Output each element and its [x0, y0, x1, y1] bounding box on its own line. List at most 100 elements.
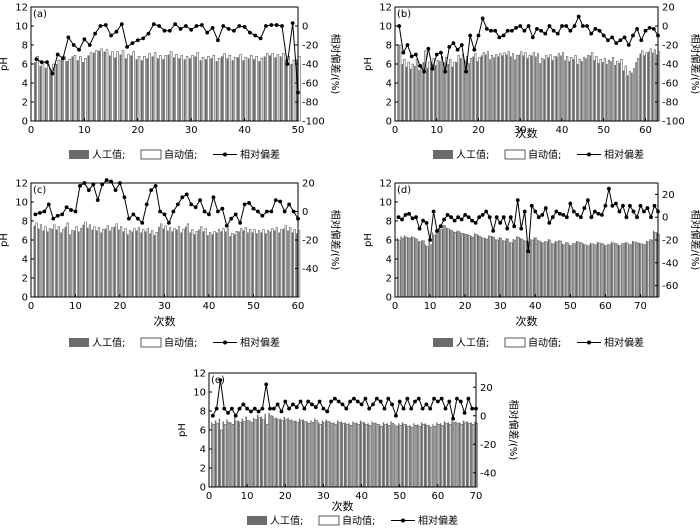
bar-auto: [127, 54, 130, 122]
bar-auto: [517, 236, 520, 298]
bar-auto: [271, 53, 274, 122]
bar-auto: [282, 53, 285, 122]
deviation-point: [210, 413, 215, 418]
x-axis-title: 次数: [516, 314, 538, 328]
bar-manual: [378, 424, 381, 487]
bar-auto: [191, 229, 194, 298]
deviation-point: [86, 188, 91, 193]
deviation-point: [178, 26, 183, 31]
bar-manual: [410, 236, 413, 297]
bar-auto: [71, 230, 74, 298]
deviation-point: [470, 218, 475, 223]
bar-manual: [249, 420, 251, 487]
bar-manual: [638, 242, 641, 297]
bar-auto: [164, 55, 167, 122]
y2-tick-label: -60: [302, 79, 318, 90]
bar-auto: [624, 65, 627, 122]
bar-manual: [188, 58, 191, 121]
bar-auto: [608, 244, 611, 298]
deviation-point: [568, 201, 573, 206]
deviation-point: [167, 221, 171, 225]
bar-auto: [207, 56, 210, 122]
deviation-point: [514, 26, 518, 30]
deviation-point: [287, 406, 291, 411]
deviation-point: [443, 69, 447, 74]
bar-manual: [337, 420, 339, 487]
bar-manual: [273, 230, 276, 297]
y-tick-label: 4: [200, 445, 206, 456]
bar-auto: [538, 240, 541, 298]
bar-auto: [361, 422, 364, 488]
y-tick-label: 12: [379, 3, 392, 14]
bar-manual: [214, 420, 217, 487]
bar-auto: [273, 418, 276, 488]
bar-auto: [357, 424, 360, 488]
bar-auto: [120, 226, 123, 298]
deviation-point: [216, 38, 220, 43]
bar-auto: [430, 426, 433, 488]
deviation-point: [336, 399, 341, 404]
bar-manual: [439, 228, 441, 297]
bar-auto: [53, 224, 56, 298]
bar-auto: [465, 234, 467, 298]
bar-manual: [476, 61, 479, 121]
bar-manual: [409, 68, 412, 121]
bar-manual: [199, 60, 202, 121]
bar-auto: [474, 53, 477, 122]
bar-manual: [55, 229, 58, 297]
bar-auto: [415, 425, 417, 488]
bar-manual: [624, 241, 627, 297]
deviation-point: [414, 215, 418, 220]
bar-auto: [373, 423, 375, 488]
bar-manual: [400, 236, 402, 297]
bar-manual: [617, 244, 620, 297]
bar-auto: [559, 240, 562, 298]
deviation-point: [445, 213, 450, 217]
deviation-point: [291, 402, 295, 407]
deviation-point: [447, 399, 452, 404]
bar-manual: [424, 423, 427, 487]
deviation-point: [416, 396, 421, 401]
bar-manual: [104, 228, 107, 297]
bar-manual: [607, 243, 609, 297]
deviation-point: [256, 409, 261, 414]
deviation-point: [77, 47, 81, 52]
bar-manual: [551, 242, 553, 297]
bar-manual: [596, 241, 599, 297]
bar-auto: [292, 59, 296, 122]
x-tick-label: 10: [78, 125, 91, 136]
y2-axis-title: 相对偏差/(%): [689, 34, 700, 95]
bar-auto: [440, 229, 443, 298]
bar-manual: [547, 57, 550, 121]
deviation-point: [125, 45, 130, 49]
deviation-point: [390, 402, 394, 407]
bar-manual: [291, 419, 293, 487]
bar-auto: [486, 51, 489, 122]
y-tick-label: 10: [379, 22, 392, 33]
deviation-point: [603, 203, 608, 208]
deviation-point: [98, 24, 103, 28]
bar-manual: [215, 61, 218, 121]
bar-manual: [453, 231, 455, 297]
deviation-point: [589, 215, 594, 220]
deviation-point: [45, 60, 49, 64]
bar-auto: [580, 242, 583, 298]
bar-manual: [460, 232, 462, 297]
bar-manual: [60, 232, 62, 297]
bar-manual: [468, 63, 470, 121]
bar-auto: [226, 228, 229, 298]
deviation-point: [363, 396, 368, 401]
deviation-point: [42, 209, 47, 214]
bar-auto: [216, 423, 219, 488]
x-tick-label: 70: [470, 491, 483, 502]
bar-auto: [111, 51, 114, 122]
bar-manual: [82, 62, 85, 121]
legend-label-manual: 人工值;: [92, 148, 125, 161]
deviation-point: [420, 406, 425, 411]
bar-auto: [499, 53, 502, 122]
deviation-point: [264, 209, 269, 214]
legend-label-manual: 人工值;: [92, 336, 125, 349]
bar-manual: [509, 241, 511, 297]
deviation-point: [233, 413, 238, 418]
bar-manual: [175, 229, 178, 297]
